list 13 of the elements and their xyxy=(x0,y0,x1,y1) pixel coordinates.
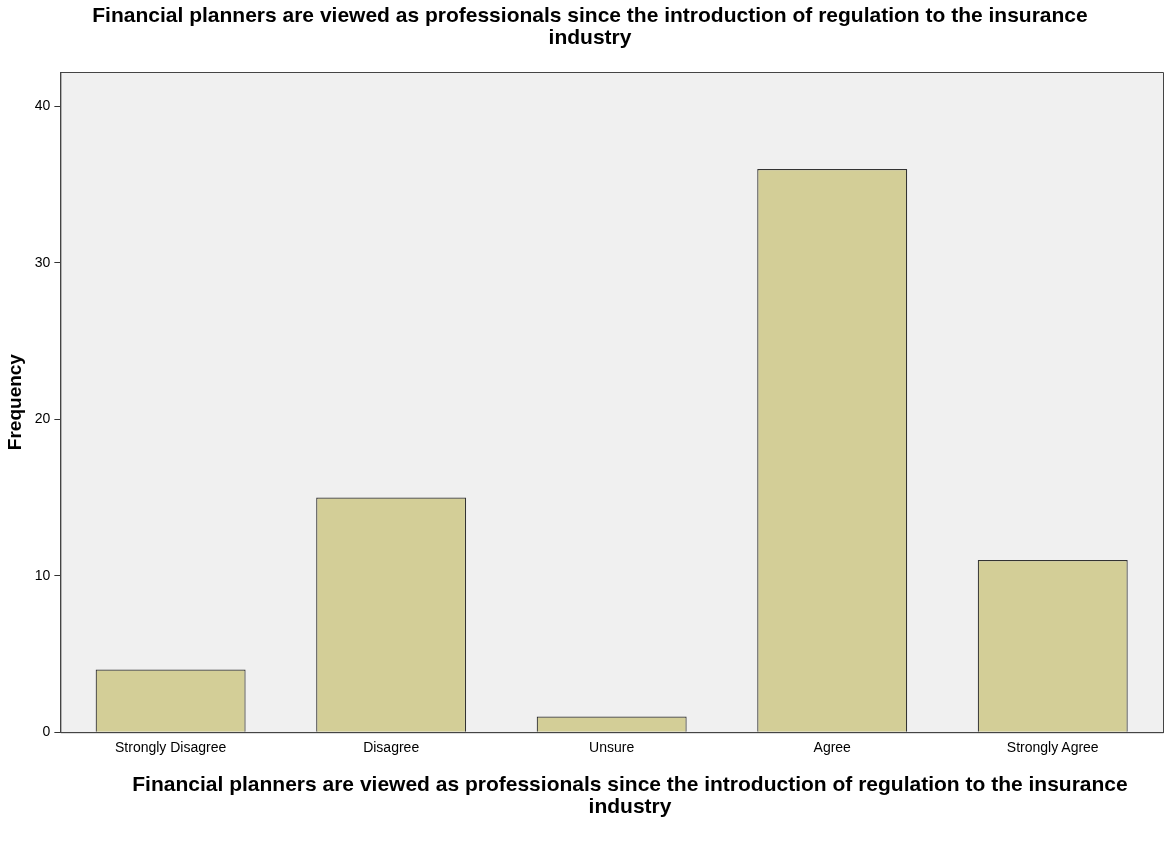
y-tick-label: 30 xyxy=(34,253,51,270)
x-tick-label: Strongly Agree xyxy=(1006,739,1099,756)
y-tick-label: 0 xyxy=(42,723,51,740)
y-tick-label: 40 xyxy=(34,97,51,114)
x-tick-label: Unsure xyxy=(589,739,635,756)
x-tick-label: Strongly Disagree xyxy=(114,739,227,756)
x-axis-title: Financial planners are viewed as professionals since the introduction of regulation to the insurance industry xyxy=(131,772,1129,817)
y-tick-label: 20 xyxy=(34,410,51,427)
x-tick-label: Agree xyxy=(813,739,852,756)
y-axis-title: Frequency xyxy=(3,353,25,451)
y-tick-label: 10 xyxy=(34,566,51,583)
chart-title: Financial planners are viewed as professionals since the introduction of regulation to the insurance industry xyxy=(91,3,1089,48)
x-tick-label: Disagree xyxy=(363,739,420,756)
